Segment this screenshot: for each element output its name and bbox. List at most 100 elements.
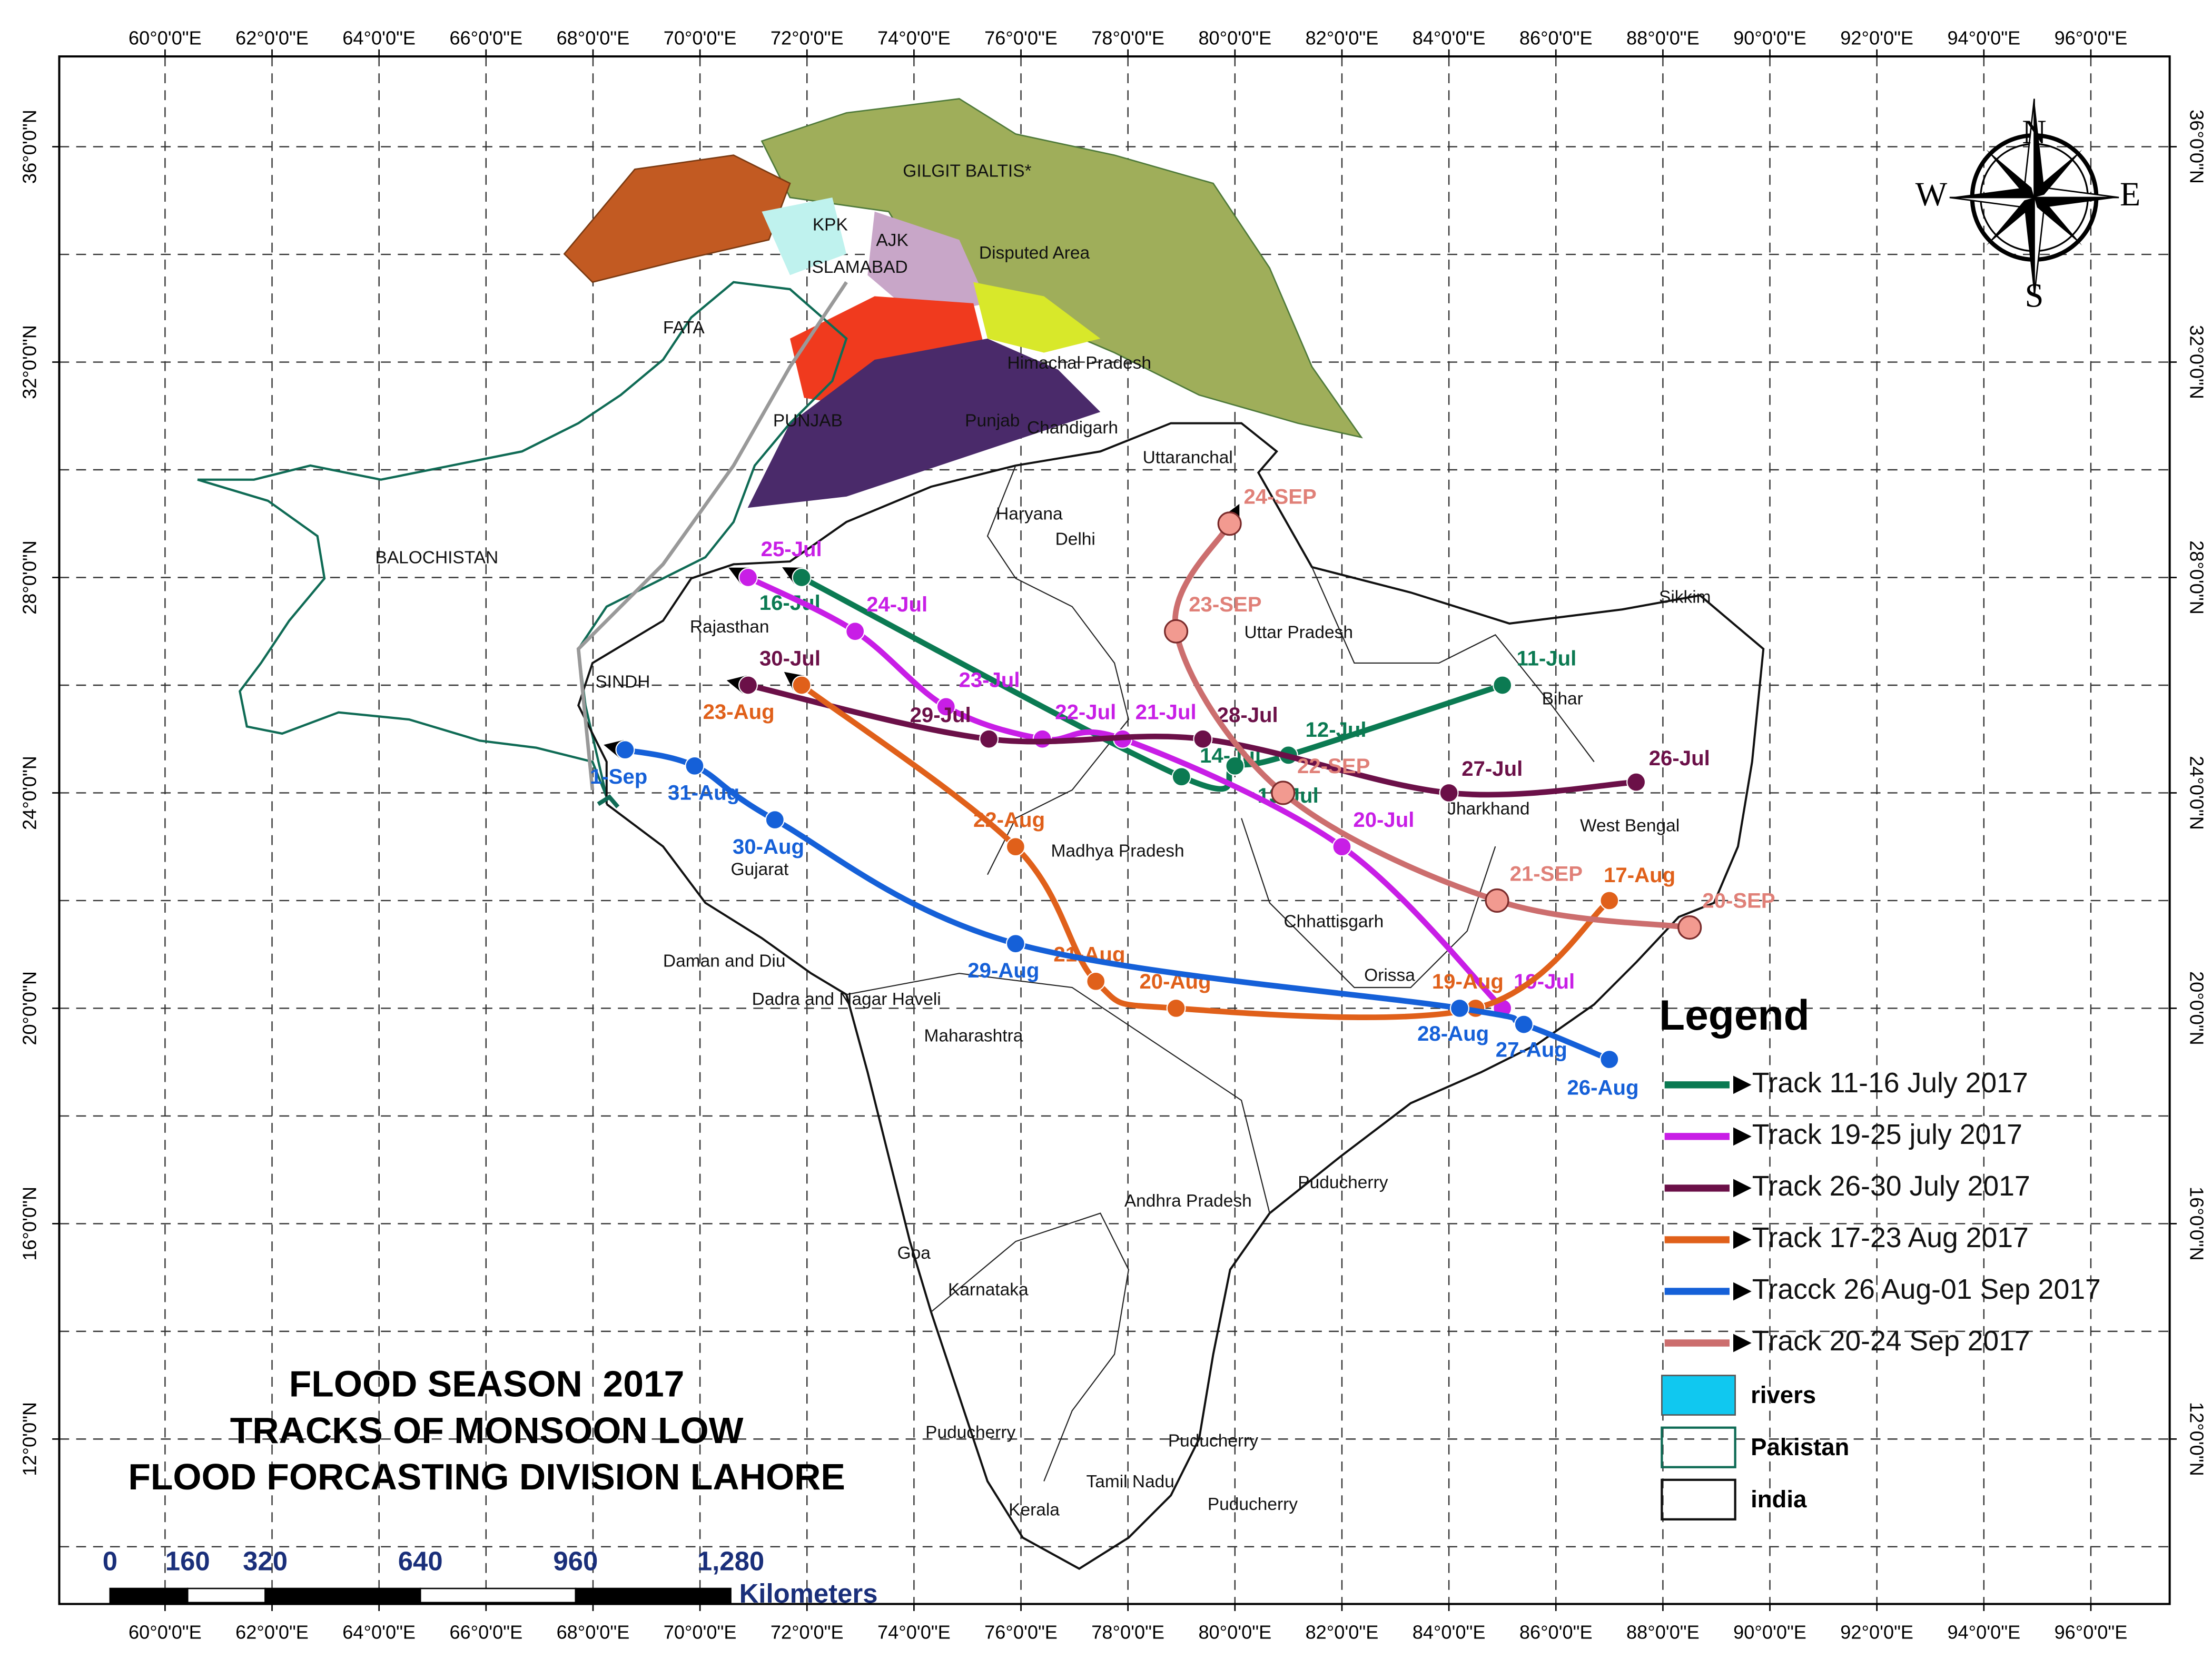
region-label: Delhi: [1055, 530, 1095, 549]
title-block: FLOOD SEASON 2017 TRACKS OF MONSOON LOW …: [128, 1363, 845, 1497]
lat-label: 16°0'0"N: [18, 1187, 40, 1261]
region-label: Orissa: [1364, 965, 1415, 985]
lon-label: 96°0'0"E: [2055, 27, 2128, 49]
region-label: KPK: [813, 215, 848, 234]
lat-label: 12°0'0"N: [18, 1402, 40, 1476]
track-point-label: 22-Aug: [973, 808, 1045, 832]
region-label: Punjab: [965, 411, 1020, 431]
legend-label: Pakistan: [1751, 1434, 1849, 1460]
track-point-label: 28-Aug: [1417, 1022, 1489, 1045]
compass-point: [1949, 187, 2035, 197]
region-label: Sikkim: [1659, 588, 1711, 607]
state-border: [931, 1212, 1129, 1482]
lat-label: 24°0'0"N: [18, 756, 40, 830]
track-point: [1171, 767, 1191, 787]
compass-w: W: [1915, 175, 1948, 213]
terrain-yellow: [973, 282, 1101, 353]
track-point: [1086, 971, 1106, 991]
legend-label: Track 19-25 july 2017: [1752, 1119, 2022, 1150]
track-point-label: 31-Aug: [668, 781, 739, 805]
lon-label: 60°0'0"E: [129, 1621, 202, 1643]
lat-label: 24°0'0"N: [2186, 756, 2207, 830]
track-point-label: 27-Jul: [1461, 757, 1523, 781]
lon-label: 76°0'0"E: [984, 27, 1058, 49]
lon-label: 72°0'0"E: [771, 27, 844, 49]
scale-label: 160: [165, 1546, 210, 1576]
region-label: ISLAMABAD: [807, 258, 908, 277]
track-point: [1485, 888, 1509, 913]
region-label: Puducherry: [1168, 1431, 1258, 1450]
track-point: [1332, 837, 1352, 857]
lat-label: 16°0'0"N: [2186, 1187, 2207, 1261]
compass-point: [1986, 149, 2035, 197]
lon-label: 94°0'0"E: [1947, 27, 2020, 49]
compass-point: [2024, 197, 2035, 297]
india-border: [577, 422, 1765, 1570]
lat-label: 32°0'0"N: [18, 325, 40, 399]
compass-point: [2034, 197, 2082, 246]
region-label: SINDH: [595, 672, 650, 692]
legend-label: Tracck 26 Aug-01 Sep 2017: [1752, 1274, 2101, 1305]
track-point-label: 20-SEP: [1702, 888, 1775, 912]
compass-rose: [1949, 98, 2119, 297]
track-point: [1493, 675, 1513, 695]
track-point-label: 19-Aug: [1432, 970, 1504, 993]
track-point-label: 23-Aug: [703, 700, 775, 724]
track-point-label: 23-Jul: [959, 668, 1020, 692]
track-point-label: 20-Jul: [1353, 808, 1414, 832]
compass-n: N: [2022, 113, 2046, 151]
legend-label: Track 26-30 July 2017: [1752, 1171, 2030, 1202]
lon-label: 96°0'0"E: [2055, 1621, 2128, 1643]
scale-segment: [109, 1587, 189, 1604]
lon-label: 88°0'0"E: [1626, 27, 1700, 49]
lon-label: 86°0'0"E: [1519, 1621, 1593, 1643]
lon-label: 66°0'0"E: [449, 27, 522, 49]
lat-label: 32°0'0"N: [2186, 325, 2207, 399]
track-point-label: 24-SEP: [1243, 485, 1316, 509]
lon-label: 84°0'0"E: [1413, 27, 1486, 49]
track-point: [936, 697, 956, 717]
lon-label: 72°0'0"E: [771, 1621, 844, 1643]
region-label: BALOCHISTAN: [376, 548, 499, 568]
compass-e: E: [2120, 175, 2140, 213]
legend-pakistan-swatch: [1661, 1426, 1736, 1468]
state-border: [1311, 567, 1595, 763]
region-label: Puducherry: [925, 1423, 1015, 1442]
track-point: [1005, 934, 1025, 954]
lon-label: 70°0'0"E: [664, 27, 737, 49]
scale-label: 320: [243, 1546, 288, 1576]
state-border: [1241, 818, 1496, 989]
lat-label: 36°0'0"N: [18, 110, 40, 184]
tracks: 11-Jul12-Jul13-Jul14-Jul16-Jul19-Jul20-J…: [590, 485, 1775, 1100]
lon-label: 70°0'0"E: [664, 1621, 737, 1643]
legend-label: Track 20-24 Sep 2017: [1752, 1326, 2030, 1357]
track-point: [845, 621, 865, 641]
region-label: GILGIT BALTIS*: [903, 162, 1031, 181]
track-point: [1439, 783, 1459, 803]
compass-s: S: [2025, 277, 2044, 314]
terrain-purple: [747, 338, 1101, 508]
region-label: Andhra Pradesh: [1124, 1191, 1252, 1211]
track-point: [738, 675, 758, 695]
lon-label: 82°0'0"E: [1306, 1621, 1379, 1643]
track-line: [782, 567, 1506, 792]
region-label: Maharashtra: [924, 1026, 1023, 1046]
compass-point: [2034, 197, 2119, 208]
track-point-label: 28-Jul: [1217, 703, 1278, 727]
track-point: [979, 729, 999, 749]
region-label: Uttaranchal: [1143, 448, 1233, 467]
track-point-label: 30-Aug: [733, 835, 804, 858]
track-point-label: 12-Jul: [1306, 718, 1367, 742]
terrain-ajk: [867, 211, 987, 318]
region-label: Chandigarh: [1027, 418, 1118, 438]
lat-label: 28°0'0"N: [2186, 540, 2207, 615]
lat-label: 20°0'0"N: [18, 971, 40, 1045]
region-label: Puducherry: [1208, 1495, 1298, 1514]
region-label: Rajasthan: [690, 617, 769, 637]
lat-label: 28°0'0"N: [18, 540, 40, 615]
axis-labels: 60°0'0"E 60°0'0"E 62°0'0"E 62°0'0"E 64°0'0"E…: [18, 27, 2207, 1643]
lat-label: 20°0'0"N: [2186, 971, 2207, 1045]
scale-segment: [419, 1587, 577, 1604]
lon-label: 90°0'0"E: [1733, 27, 1806, 49]
